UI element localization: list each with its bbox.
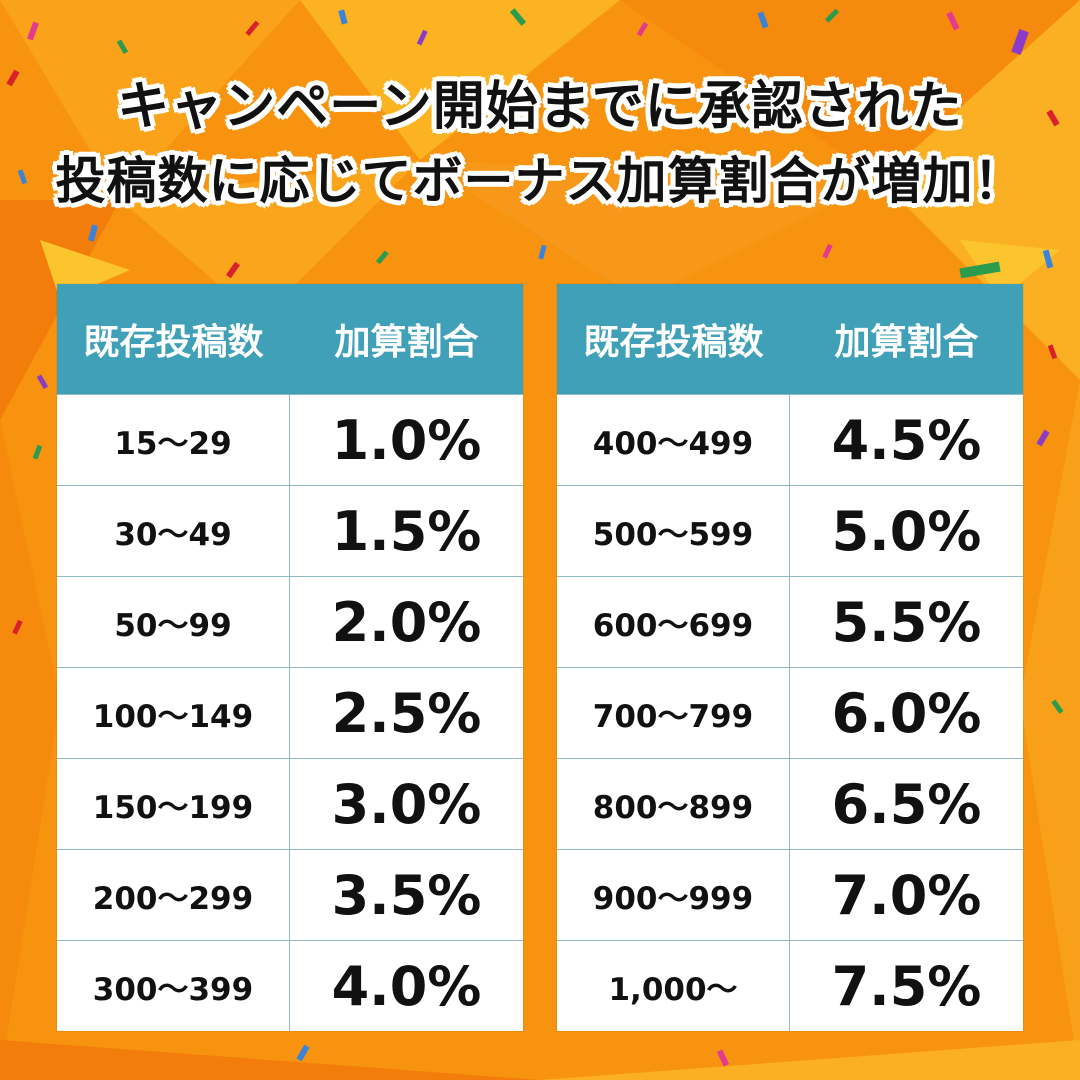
table-row: 1,000〜 7.5%	[557, 940, 1023, 1031]
range-cell: 600〜699	[557, 577, 790, 667]
rate-cell: 2.0%	[331, 590, 482, 654]
rate-cell: 6.5%	[831, 772, 982, 836]
table-header: 既存投稿数 加算割合	[57, 284, 523, 394]
headline-line-1: キャンペーン開始までに承認された	[117, 77, 963, 137]
bonus-table-left: 既存投稿数 加算割合 15〜29 1.0% 30〜49 1.5% 50〜99 2.0%…	[57, 284, 523, 1031]
range-cell: 1,000〜	[557, 941, 790, 1031]
range-cell: 50〜99	[57, 577, 290, 667]
rate-cell: 2.5%	[331, 681, 482, 745]
rate-cell: 4.0%	[331, 954, 482, 1018]
table-row: 600〜699 5.5%	[557, 576, 1023, 667]
rate-cell: 7.5%	[831, 954, 982, 1018]
column-header-existing-posts: 既存投稿数	[83, 322, 264, 363]
table-row: 50〜99 2.0%	[57, 576, 523, 667]
rate-cell: 3.0%	[331, 772, 482, 836]
range-cell: 100〜149	[57, 668, 290, 758]
rate-cell: 4.5%	[831, 408, 982, 472]
range-cell: 30〜49	[57, 486, 290, 576]
table-row: 400〜499 4.5%	[557, 394, 1023, 485]
table-row: 15〜29 1.0%	[57, 394, 523, 485]
table-row: 150〜199 3.0%	[57, 758, 523, 849]
table-row: 100〜149 2.5%	[57, 667, 523, 758]
range-cell: 300〜399	[57, 941, 290, 1031]
range-cell: 900〜999	[557, 850, 790, 940]
table-row: 30〜49 1.5%	[57, 485, 523, 576]
table-row: 900〜999 7.0%	[557, 849, 1023, 940]
headline-line-2: 投稿数に応じてボーナス加算割合が増加！	[55, 152, 1025, 210]
rate-cell: 7.0%	[831, 863, 982, 927]
column-header-existing-posts: 既存投稿数	[583, 322, 764, 363]
range-cell: 700〜799	[557, 668, 790, 758]
rate-cell: 1.5%	[331, 499, 482, 563]
range-cell: 500〜599	[557, 486, 790, 576]
rate-cell: 5.0%	[831, 499, 982, 563]
column-header-bonus-rate: 加算割合	[334, 322, 479, 363]
rate-cell: 6.0%	[831, 681, 982, 745]
range-cell: 800〜899	[557, 759, 790, 849]
range-cell: 150〜199	[57, 759, 290, 849]
table-row: 800〜899 6.5%	[557, 758, 1023, 849]
column-header-bonus-rate: 加算割合	[834, 322, 979, 363]
rate-cell: 5.5%	[831, 590, 982, 654]
rate-cell: 1.0%	[331, 408, 482, 472]
table-row: 500〜599 5.0%	[557, 485, 1023, 576]
table-row: 200〜299 3.5%	[57, 849, 523, 940]
range-cell: 400〜499	[557, 395, 790, 485]
table-header: 既存投稿数 加算割合	[557, 284, 1023, 394]
range-cell: 15〜29	[57, 395, 290, 485]
bonus-table-right: 既存投稿数 加算割合 400〜499 4.5% 500〜599 5.0% 600〜6…	[557, 284, 1023, 1031]
table-row: 700〜799 6.0%	[557, 667, 1023, 758]
headline: キャンペーン開始までに承認された 投稿数に応じてボーナス加算割合が増加！	[0, 70, 1080, 218]
rate-cell: 3.5%	[331, 863, 482, 927]
range-cell: 200〜299	[57, 850, 290, 940]
table-row: 300〜399 4.0%	[57, 940, 523, 1031]
